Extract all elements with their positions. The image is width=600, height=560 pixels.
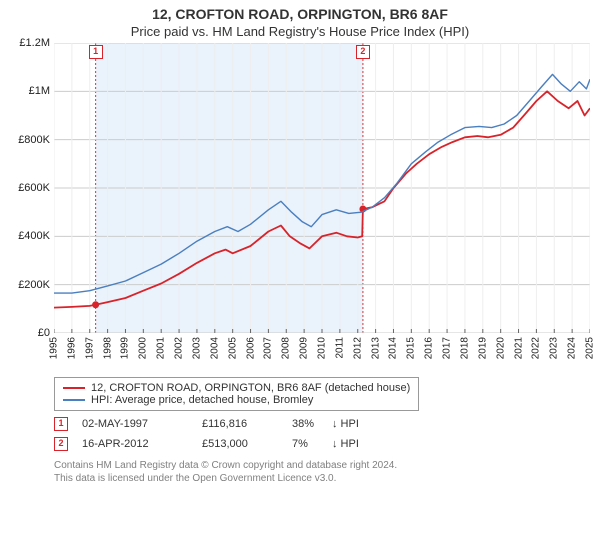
event-marker-1: 1 (89, 45, 103, 59)
y-tick-label: £800K (18, 134, 50, 146)
line-chart-svg (54, 43, 590, 333)
x-tick-label: 2021 (513, 337, 524, 359)
title-address: 12, CROFTON ROAD, ORPINGTON, BR6 8AF (10, 6, 590, 22)
event-note: ↓ HPI (332, 438, 359, 450)
x-tick-label: 2002 (174, 337, 185, 359)
y-tick-label: £600K (18, 182, 50, 194)
x-tick-label: 2009 (299, 337, 310, 359)
x-tick-label: 2004 (209, 337, 220, 359)
y-tick-label: £200K (18, 279, 50, 291)
x-tick-label: 2012 (352, 337, 363, 359)
event-marker-box: 2 (54, 437, 68, 451)
chart-area: £0£200K£400K£600K£800K£1M£1.2M 199519961… (10, 43, 590, 373)
y-tick-label: £1M (29, 85, 50, 97)
legend-item: 12, CROFTON ROAD, ORPINGTON, BR6 8AF (de… (63, 382, 410, 394)
x-tick-label: 1998 (102, 337, 113, 359)
event-delta: 38% (292, 418, 332, 430)
x-tick-label: 2008 (281, 337, 292, 359)
event-price: £513,000 (202, 438, 292, 450)
x-tick-label: 2010 (317, 337, 328, 359)
x-tick-label: 2011 (334, 337, 345, 359)
x-tick-label: 2024 (567, 337, 578, 359)
x-tick-label: 2013 (370, 337, 381, 359)
event-price: £116,816 (202, 418, 292, 430)
x-tick-label: 2016 (424, 337, 435, 359)
y-axis: £0£200K£400K£600K£800K£1M£1.2M (10, 43, 54, 373)
x-tick-label: 2025 (585, 337, 596, 359)
x-tick-label: 1999 (120, 337, 131, 359)
x-tick-label: 2005 (227, 337, 238, 359)
x-tick-label: 2017 (442, 337, 453, 359)
legend-label: 12, CROFTON ROAD, ORPINGTON, BR6 8AF (de… (91, 382, 410, 394)
x-tick-label: 1995 (49, 337, 60, 359)
x-tick-label: 2014 (388, 337, 399, 359)
event-delta: 7% (292, 438, 332, 450)
x-tick-label: 1996 (66, 337, 77, 359)
footer-line-2: This data is licensed under the Open Gov… (54, 472, 590, 485)
event-row: 2 16-APR-2012£513,0007%↓ HPI (54, 437, 590, 451)
legend-box: 12, CROFTON ROAD, ORPINGTON, BR6 8AF (de… (54, 377, 419, 411)
event-marker-2: 2 (356, 45, 370, 59)
x-tick-label: 1997 (84, 337, 95, 359)
y-tick-label: £400K (18, 230, 50, 242)
y-tick-label: £1.2M (19, 37, 50, 49)
x-tick-label: 2020 (495, 337, 506, 359)
event-date: 02-MAY-1997 (82, 418, 202, 430)
event-row: 1 02-MAY-1997£116,81638%↓ HPI (54, 417, 590, 431)
legend-swatch (63, 399, 85, 401)
x-tick-label: 2001 (156, 337, 167, 359)
event-date: 16-APR-2012 (82, 438, 202, 450)
plot-region: 1995199619971998199920002001200220032004… (54, 43, 590, 373)
x-tick-label: 2007 (263, 337, 274, 359)
event-note: ↓ HPI (332, 418, 359, 430)
legend-item: HPI: Average price, detached house, Brom… (63, 394, 410, 406)
x-tick-label: 2023 (549, 337, 560, 359)
footer-line-1: Contains HM Land Registry data © Crown c… (54, 459, 590, 472)
x-tick-label: 2015 (406, 337, 417, 359)
legend-swatch (63, 387, 85, 389)
x-tick-label: 2003 (191, 337, 202, 359)
x-axis: 1995199619971998199920002001200220032004… (54, 333, 590, 373)
sale-events: 1 02-MAY-1997£116,81638%↓ HPI 2 16-APR-2012… (54, 417, 590, 457)
x-tick-label: 2006 (245, 337, 256, 359)
title-subtitle: Price paid vs. HM Land Registry's House … (10, 24, 590, 39)
chart-titles: 12, CROFTON ROAD, ORPINGTON, BR6 8AF Pri… (10, 6, 590, 39)
x-tick-label: 2022 (531, 337, 542, 359)
legend-label: HPI: Average price, detached house, Brom… (91, 394, 313, 406)
x-tick-label: 2018 (459, 337, 470, 359)
x-tick-label: 2000 (138, 337, 149, 359)
attribution-footer: Contains HM Land Registry data © Crown c… (54, 459, 590, 485)
x-tick-label: 2019 (477, 337, 488, 359)
event-marker-box: 1 (54, 417, 68, 431)
